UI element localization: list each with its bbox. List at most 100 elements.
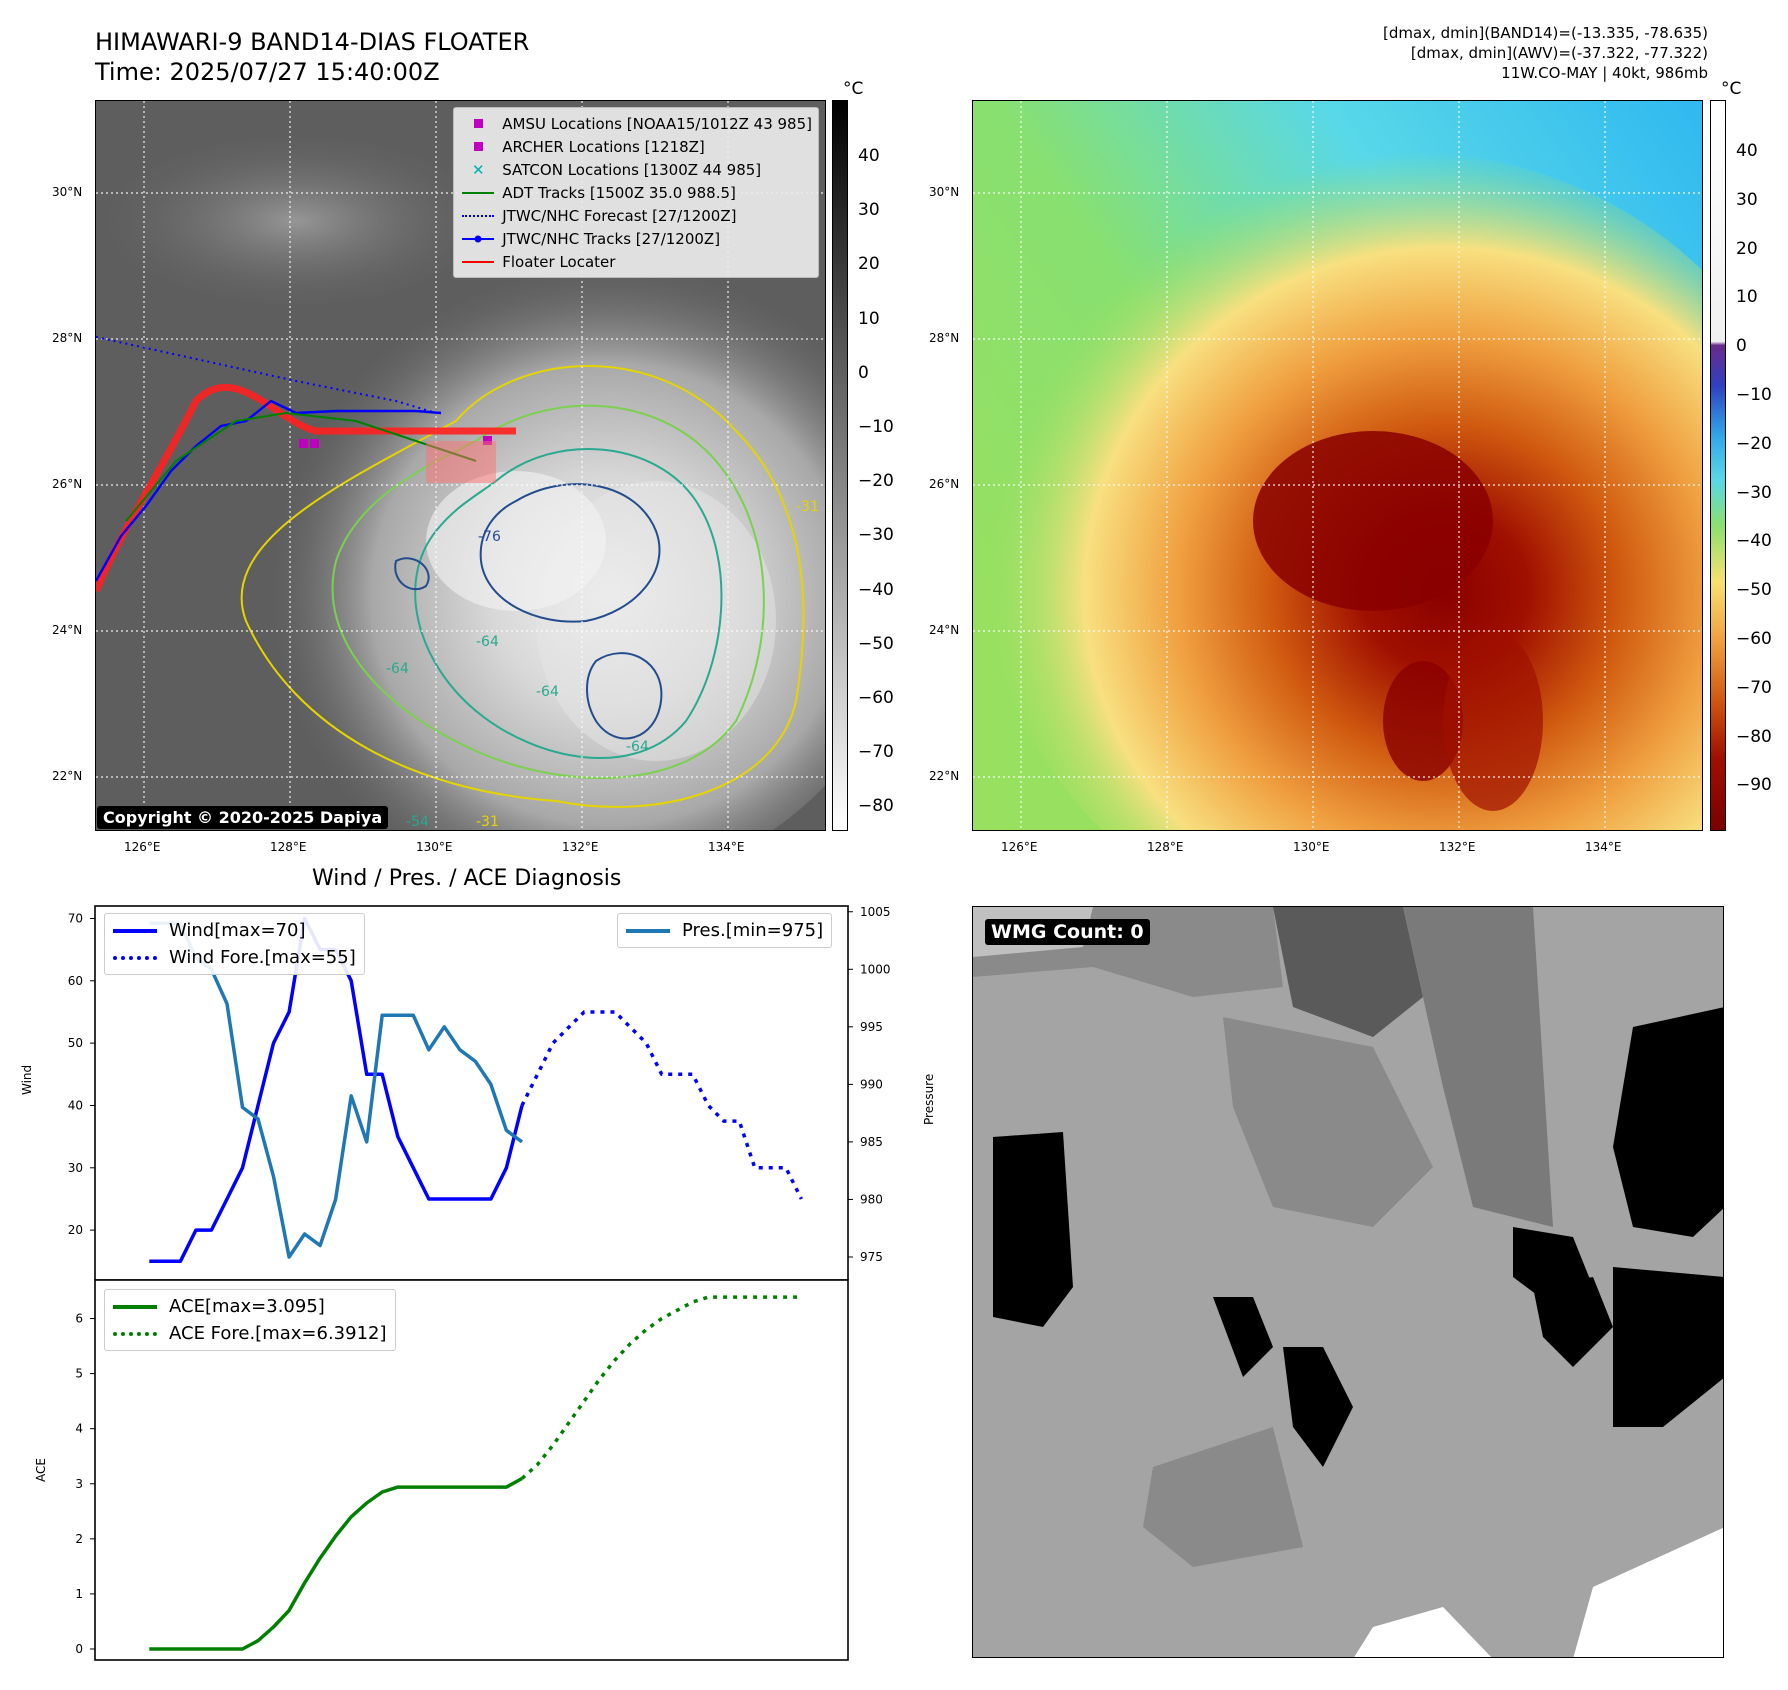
series-line (149, 1476, 523, 1651)
colorbar-tick-label: −20 (858, 471, 894, 492)
y-tick-label: 40 (68, 1098, 83, 1112)
contour-label: -76 (478, 529, 501, 545)
y-right-tick-label: 1005 (860, 905, 891, 919)
lon-label: 132°E (562, 840, 599, 854)
diagnosis-title: Wind / Pres. / ACE Diagnosis (312, 866, 622, 891)
colorbar-tick-label: −30 (858, 525, 894, 546)
lon-label: 134°E (1585, 840, 1622, 854)
map-legend: AMSU Locations [NOAA15/1012Z 43 985] ARC… (453, 107, 819, 278)
ir-map-panel[interactable]: -31 -64 -76 -64 -64 -54 -31 -64 AMSU Loc… (95, 100, 826, 831)
colorbar-tick-label: −60 (858, 688, 894, 708)
jtwc-forecast-track (96, 336, 437, 414)
legend-item-jtwc-tracks: JTWC/NHC Tracks [27/1200Z] (460, 227, 812, 250)
dotted-line-icon (460, 214, 496, 217)
lat-label: 26°N (929, 477, 960, 491)
y-tick-label: 20 (68, 1223, 83, 1237)
wmg-panel[interactable]: WMG Count: 0 (972, 906, 1724, 1658)
legend-item-wind: Wind[max=70] (113, 917, 356, 944)
colorbar-tick-label: −50 (1736, 580, 1772, 601)
y-tick-label: 70 (68, 911, 83, 925)
lat-label: 24°N (52, 623, 83, 637)
colorbar-tick-label: −90 (1736, 775, 1772, 796)
color-colorbar (1710, 100, 1726, 831)
contour-label: -31 (796, 499, 819, 515)
legend-item-pressure: Pres.[min=975] (626, 917, 823, 944)
y-right-tick-label: 980 (860, 1192, 883, 1206)
colorbar-tick-label: 10 (858, 308, 880, 329)
chart-title: HIMAWARI-9 BAND14-DIAS FLOATER (95, 28, 530, 56)
ir-colorbar (832, 100, 848, 831)
lon-label: 130°E (1293, 840, 1330, 854)
color-ir-map-image (973, 101, 1702, 830)
adt-track (125, 411, 477, 522)
legend-item-amsu: AMSU Locations [NOAA15/1012Z 43 985] (460, 112, 812, 135)
colorbar-tick-label: 0 (858, 362, 869, 383)
lon-label: 128°E (1147, 840, 1184, 854)
colorbar-tick-label: 40 (858, 146, 880, 166)
colorbar-tick-label: 20 (1736, 238, 1758, 259)
wind-axis-label: Wind (20, 1064, 34, 1095)
lon-label: 126°E (124, 840, 161, 854)
lon-label: 132°E (1439, 840, 1476, 854)
ace-axis-label: ACE (34, 1458, 48, 1482)
lat-label: 22°N (929, 769, 960, 783)
colorbar-tick-label: −20 (1736, 433, 1772, 454)
solid-line-icon (460, 260, 496, 263)
x-marker-icon: ✕ (471, 160, 485, 179)
legend-item-adt: ADT Tracks [1500Z 35.0 988.5] (460, 181, 812, 204)
legend-item-jtwc-forecast: JTWC/NHC Forecast [27/1200Z] (460, 204, 812, 227)
square-marker-icon (460, 142, 496, 151)
y-tick-label: 30 (68, 1161, 83, 1175)
wind-legend: Wind[max=70] Wind Fore.[max=55] (104, 913, 365, 975)
archer-marker (310, 439, 319, 448)
colorbar-tick-label: −10 (858, 417, 894, 437)
colorbar-tick-label: −40 (858, 579, 894, 600)
colorbar-tick-label: −80 (1736, 726, 1772, 747)
pressure-axis-label: Pressure (922, 1073, 936, 1125)
plot-frame (94, 1279, 849, 1661)
y-right-tick-label: 1000 (860, 962, 891, 976)
storm-info: 11W.CO-MAY | 40kt, 986mb (1501, 64, 1708, 82)
plot-frame (94, 905, 849, 1280)
colorbar-tick-label: −60 (1736, 629, 1772, 649)
colorbar-tick-label: −80 (858, 796, 894, 817)
amsu-marker (483, 436, 492, 445)
lon-label: 134°E (708, 840, 745, 854)
archer-marker (299, 439, 308, 448)
legend-item-floater: Floater Locater (460, 250, 812, 273)
contour-label: -64 (536, 684, 559, 700)
lat-label: 24°N (929, 623, 960, 637)
y-tick-label: 6 (75, 1312, 83, 1326)
dotted-line-icon (113, 1331, 157, 1336)
wmg-image (973, 907, 1723, 1657)
band14-range: [dmax, dmin](BAND14)=(-13.335, -78.635) (1383, 24, 1708, 42)
chart-time: Time: 2025/07/27 15:40:00Z (95, 58, 440, 86)
lon-label: 128°E (270, 840, 307, 854)
lat-label: 22°N (52, 769, 83, 783)
y-right-tick-label: 985 (860, 1135, 883, 1149)
colorbar-tick-label: 0 (1736, 336, 1747, 357)
colorbar-tick-label: 30 (858, 200, 880, 221)
satcon-area (426, 441, 496, 483)
y-tick-label: 5 (75, 1367, 83, 1381)
solid-line-icon (113, 1304, 157, 1309)
y-right-tick-label: 975 (860, 1250, 883, 1264)
line-with-dot-icon (460, 235, 496, 242)
colorbar-tick-label: −10 (1736, 385, 1772, 405)
wmg-count-badge: WMG Count: 0 (985, 919, 1150, 945)
colorbar-tick-label: −50 (858, 633, 894, 654)
ace-legend: ACE[max=3.095] ACE Fore.[max=6.3912] (104, 1289, 396, 1351)
lat-label: 26°N (52, 477, 83, 491)
contour-label: -64 (386, 661, 409, 677)
y-right-tick-label: 990 (860, 1077, 883, 1091)
legend-item-ace-forecast: ACE Fore.[max=6.3912] (113, 1320, 387, 1347)
series-line (520, 1010, 803, 1200)
lat-label: 28°N (929, 331, 960, 345)
colorbar-unit: °C (1721, 79, 1742, 99)
ace-chart: 0 1 2 3 4 5 6 (75, 1279, 849, 1661)
colorbar-tick-label: −70 (858, 742, 894, 763)
legend-item-ace: ACE[max=3.095] (113, 1293, 387, 1320)
solid-line-icon (460, 191, 496, 194)
dotted-line-icon (113, 955, 157, 960)
color-ir-map-panel[interactable] (972, 100, 1703, 831)
